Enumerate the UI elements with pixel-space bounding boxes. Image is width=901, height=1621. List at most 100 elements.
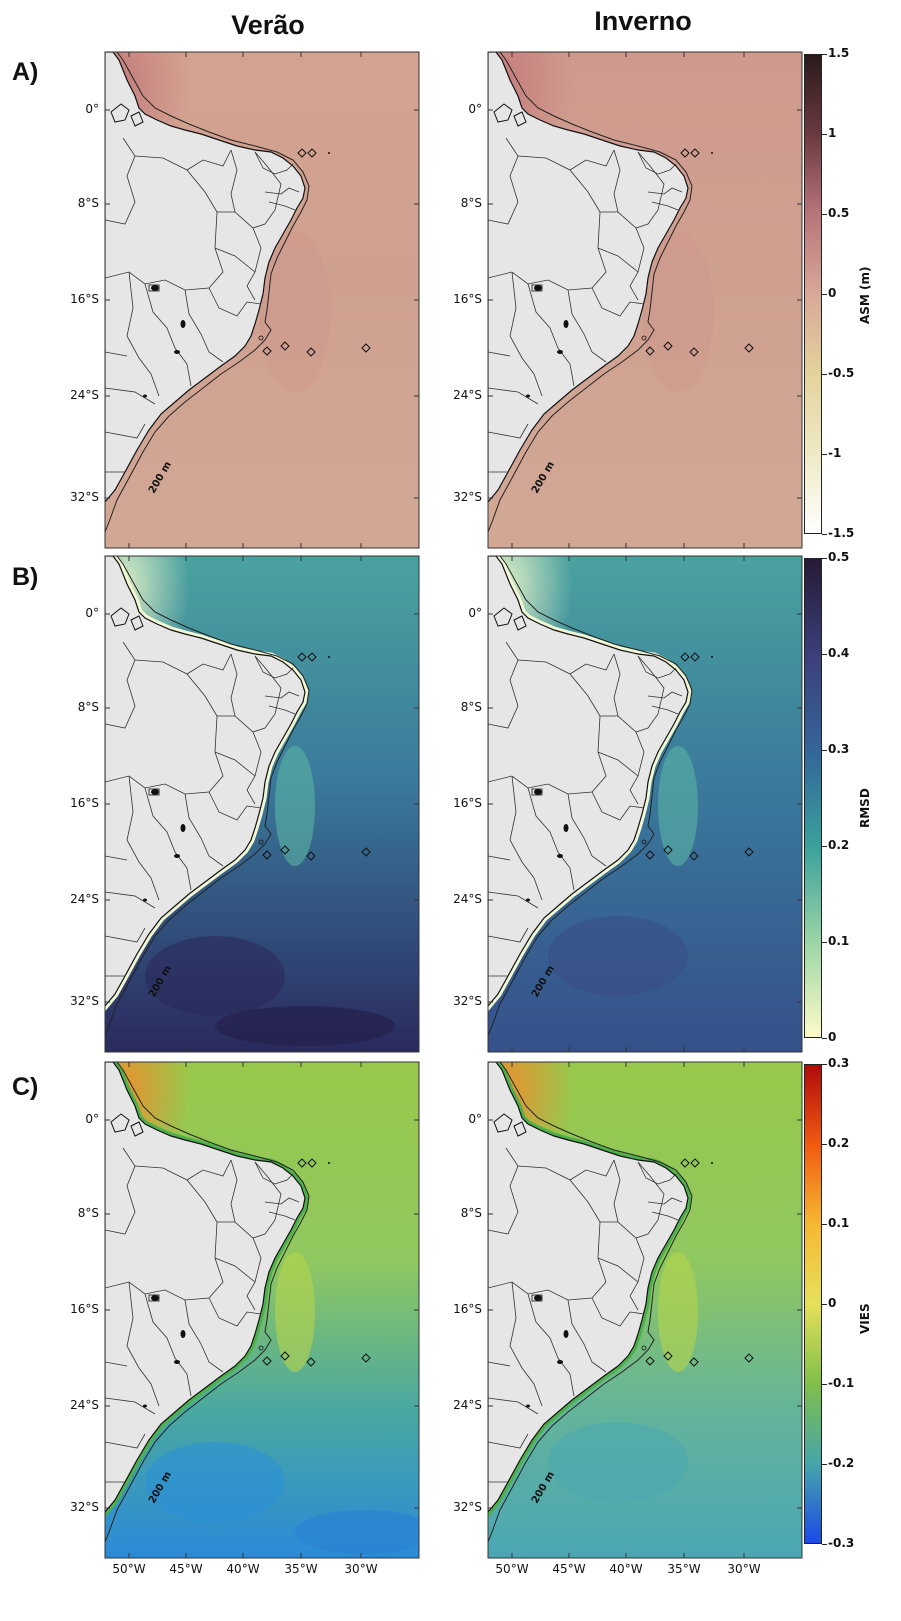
state-border — [509, 1281, 543, 1407]
island-marker — [641, 839, 647, 845]
lat-label: 0° — [85, 606, 99, 620]
state-border — [613, 1159, 665, 1239]
colorbar-tickmark — [822, 214, 827, 215]
lake — [143, 394, 147, 398]
island-marker — [297, 1158, 307, 1168]
island-marker — [711, 1162, 713, 1164]
land-brazil — [105, 556, 306, 1007]
island-marker — [258, 1345, 264, 1351]
island-marker — [641, 335, 647, 341]
state-border — [569, 149, 615, 171]
state-border — [637, 655, 677, 679]
colorbar-rmsd — [804, 558, 822, 1038]
state-border — [254, 1161, 294, 1185]
lake — [174, 1360, 180, 1364]
state-border — [105, 1361, 128, 1367]
state-border — [613, 149, 665, 229]
island-marker — [744, 847, 754, 857]
lat-label: 0° — [468, 606, 482, 620]
amazon-delta-islands — [493, 607, 527, 631]
island-marker — [306, 347, 316, 357]
lat-label: 16°S — [453, 1302, 482, 1316]
federal-district — [531, 1294, 543, 1302]
island-marker — [663, 1351, 673, 1361]
state-border — [144, 283, 192, 387]
lat-label: 0° — [468, 102, 482, 116]
lake — [151, 1295, 159, 1301]
lon-label: 45°W — [169, 1562, 203, 1576]
brazil-current-feature — [642, 232, 714, 392]
map-panel-c-winter: 200 m 0° 8°S 16°S 24°S 32°S 50°W 45°W 40°W 35°W 30… — [453, 1061, 803, 1576]
colorbar-title: ASM (m) — [858, 266, 872, 324]
map-svg — [104, 1061, 420, 1559]
colorbar-tick-label: 0 — [828, 286, 837, 300]
colorbar-tick-label: 1 — [828, 126, 837, 140]
lat-label: 32°S — [70, 994, 99, 1008]
colorbar-tick-label: 0.1 — [828, 934, 850, 948]
state-border — [488, 137, 519, 225]
state-border — [208, 287, 262, 317]
state-border — [264, 187, 300, 195]
amazon-delta-islands — [493, 1113, 527, 1137]
state-border — [214, 247, 256, 273]
state-border — [488, 351, 511, 357]
lon-label: 50°W — [112, 1562, 146, 1576]
lat-label: 0° — [85, 1112, 99, 1126]
lon-label: 50°W — [495, 1562, 529, 1576]
colorbar-asm-m — [804, 54, 822, 534]
lat-label: 16°S — [70, 292, 99, 306]
column-title-summer: Verão — [231, 10, 305, 40]
lat-label: 24°S — [70, 388, 99, 402]
lake — [151, 285, 159, 291]
lake — [563, 1330, 569, 1338]
map-svg — [487, 1061, 803, 1559]
row-label-c: C) — [12, 1073, 39, 1101]
state-border — [214, 751, 256, 777]
island-marker — [680, 148, 690, 158]
southern-anomaly — [548, 1422, 688, 1502]
lake — [180, 320, 186, 328]
colorbar-tick-label: -1 — [828, 446, 842, 460]
isobath-200m — [488, 1062, 693, 1543]
map-panel-c-summer: 200 m 0° 8°S 16°S 24°S 32°S 50°W 45°W 40°W 35°W 30… — [70, 1061, 420, 1576]
colorbar-tickmark — [822, 1224, 827, 1225]
federal-district — [531, 788, 543, 796]
state-border — [567, 1299, 607, 1373]
colorbar-tick-label: 0.2 — [828, 838, 850, 852]
state-border — [105, 1147, 136, 1235]
island-marker — [280, 341, 290, 351]
isobath-200m — [105, 1062, 310, 1543]
lake — [180, 824, 186, 832]
island-marker — [361, 847, 371, 857]
lat-label: 8°S — [77, 700, 99, 714]
colorbar-tick-label: -0.2 — [828, 1456, 855, 1470]
lake — [174, 350, 180, 354]
lake — [151, 789, 159, 795]
lat-label: 32°S — [453, 1500, 482, 1514]
southern-anomaly — [548, 916, 688, 996]
island-marker — [307, 148, 317, 158]
state-border — [105, 891, 156, 909]
island-marker — [258, 839, 264, 845]
island-marker — [262, 346, 272, 356]
southern-anomaly — [145, 1442, 285, 1522]
brazil-current-feature — [658, 1252, 698, 1372]
state-border — [527, 1293, 575, 1397]
colorbar-tickmark — [822, 534, 827, 535]
lat-label: 8°S — [77, 1206, 99, 1220]
lake — [526, 898, 530, 902]
state-border — [105, 351, 128, 357]
state-border — [651, 201, 679, 211]
lon-label: 30°W — [727, 1562, 761, 1576]
state-border — [268, 1211, 296, 1221]
lat-label: 32°S — [453, 490, 482, 504]
state-border — [488, 641, 519, 729]
island-marker — [689, 851, 699, 861]
isobath-200m — [105, 52, 310, 533]
state-border — [186, 149, 232, 171]
row-label-a: A) — [12, 58, 39, 86]
lake — [534, 1295, 542, 1301]
state-border — [591, 791, 645, 821]
state-border — [208, 791, 262, 821]
lat-label: 24°S — [453, 388, 482, 402]
